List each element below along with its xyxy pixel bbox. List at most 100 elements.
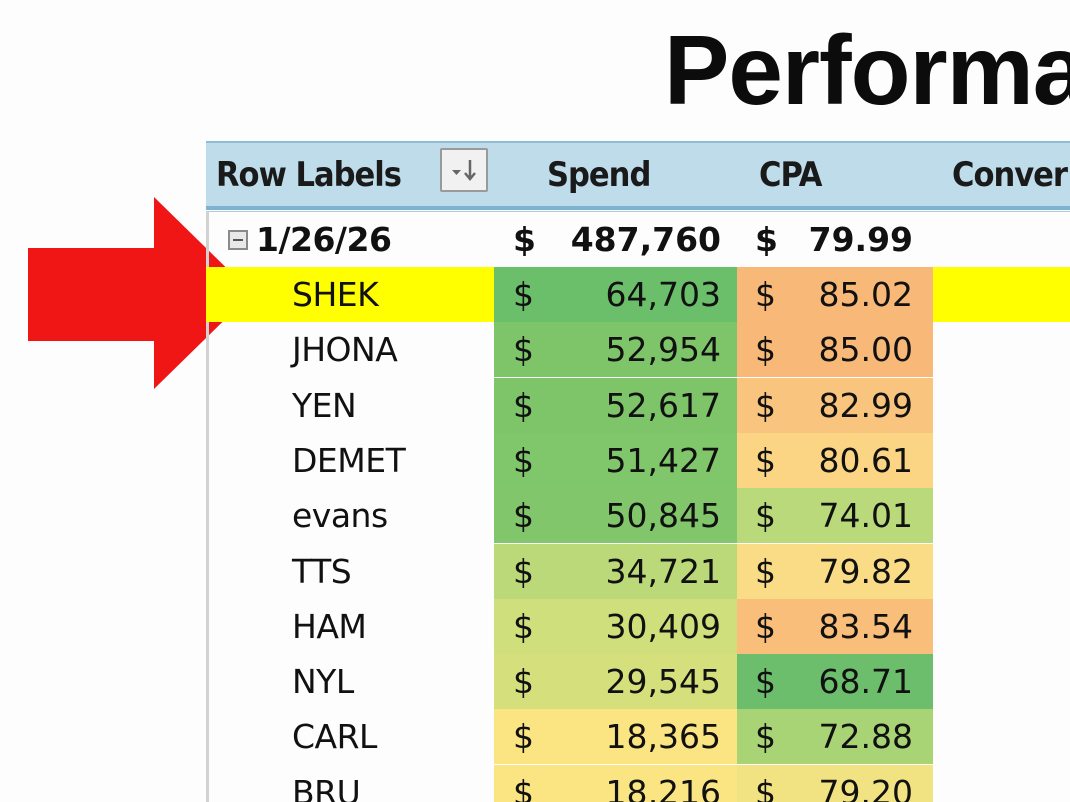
cpa-value: 72.88 — [818, 717, 913, 757]
spend-cell[interactable]: $51,427 — [494, 432, 737, 488]
table-row[interactable]: evans $50,845 $74.01 — [206, 488, 1070, 544]
cpa-cell[interactable]: $80.61 — [737, 432, 933, 488]
header-divider — [206, 206, 1070, 210]
spend-value: 51,427 — [605, 440, 721, 480]
cpa-value: 83.54 — [818, 606, 913, 646]
spend-cell[interactable]: $18,216 — [494, 764, 737, 802]
group-cpa-currency: $ — [755, 220, 778, 259]
spend-value: 50,845 — [605, 496, 721, 536]
cpa-cell[interactable]: $72.88 — [737, 709, 933, 765]
red-arrow-icon — [28, 197, 252, 389]
table-row[interactable]: SHEK $64,703 $85.02 — [206, 267, 1070, 322]
row-label: evans — [292, 496, 388, 536]
cpa-currency: $ — [755, 662, 776, 702]
group-row[interactable]: 1/26/26 $ 487,760 $ 79.99 — [206, 212, 1070, 267]
cpa-currency: $ — [755, 275, 776, 314]
spend-currency: $ — [513, 496, 534, 536]
spend-value: 52,617 — [605, 385, 721, 425]
cpa-cell[interactable]: $74.01 — [737, 488, 933, 544]
cpa-cell[interactable]: $85.02 — [737, 267, 933, 322]
cpa-currency: $ — [755, 717, 776, 757]
spend-value: 30,409 — [605, 606, 721, 646]
cpa-cell[interactable]: $68.71 — [737, 654, 933, 710]
header-conversions: Conver — [952, 155, 1068, 195]
cpa-value: 74.01 — [818, 496, 913, 536]
pivot-table: Row Labels Spend CPA Conver 1/26/26 $ 48… — [206, 141, 1070, 802]
cpa-currency: $ — [755, 551, 776, 591]
cpa-cell[interactable]: $83.54 — [737, 598, 933, 654]
spend-cell[interactable]: $30,409 — [494, 598, 737, 654]
row-label: DEMET — [292, 440, 406, 480]
row-label: BRU — [292, 772, 361, 802]
table-row[interactable]: JHONA $52,954 $85.00 — [206, 322, 1070, 378]
spend-value: 64,703 — [605, 275, 721, 314]
pivot-header: Row Labels Spend CPA Conver — [206, 141, 1070, 206]
header-spend: Spend — [547, 155, 651, 195]
spend-currency: $ — [513, 440, 534, 480]
spend-value: 52,954 — [605, 330, 721, 370]
spend-currency: $ — [513, 551, 534, 591]
cpa-currency: $ — [755, 496, 776, 536]
table-row[interactable]: YEN $52,617 $82.99 — [206, 377, 1070, 433]
cpa-value: 85.02 — [818, 275, 913, 314]
group-spend-value: 487,760 — [570, 220, 721, 259]
cpa-currency: $ — [755, 385, 776, 425]
cpa-cell[interactable]: $82.99 — [737, 377, 933, 433]
collapse-icon[interactable] — [228, 230, 248, 250]
cpa-cell[interactable]: $85.00 — [737, 322, 933, 378]
table-row[interactable]: BRU $18,216 $79.20 — [206, 764, 1070, 802]
spend-cell[interactable]: $52,954 — [494, 322, 737, 378]
cpa-cell[interactable]: $79.82 — [737, 543, 933, 599]
group-label: 1/26/26 — [256, 220, 392, 259]
table-row[interactable]: DEMET $51,427 $80.61 — [206, 432, 1070, 488]
header-row-labels: Row Labels — [216, 155, 402, 195]
row-label: TTS — [292, 551, 352, 591]
cpa-currency: $ — [755, 440, 776, 480]
sort-filter-icon — [452, 160, 476, 181]
row-label: HAM — [292, 606, 367, 646]
table-row[interactable]: TTS $34,721 $79.82 — [206, 543, 1070, 599]
cpa-value: 85.00 — [818, 330, 913, 370]
cpa-currency: $ — [755, 772, 776, 802]
cpa-cell[interactable]: $79.20 — [737, 764, 933, 802]
spend-value: 29,545 — [605, 662, 721, 702]
row-guide-line — [206, 211, 209, 802]
cpa-value: 68.71 — [818, 662, 913, 702]
spend-cell[interactable]: $50,845 — [494, 488, 737, 544]
row-label: NYL — [292, 662, 354, 702]
page-title: Performa — [664, 15, 1070, 125]
spend-currency: $ — [513, 717, 534, 757]
spend-value: 34,721 — [605, 551, 721, 591]
spend-cell[interactable]: $64,703 — [494, 267, 737, 322]
spend-cell[interactable]: $52,617 — [494, 377, 737, 433]
row-label: JHONA — [292, 330, 398, 370]
sort-filter-button[interactable] — [440, 148, 488, 192]
cpa-currency: $ — [755, 606, 776, 646]
spend-cell[interactable]: $18,365 — [494, 709, 737, 765]
cpa-value: 79.20 — [818, 772, 913, 802]
cpa-currency: $ — [755, 330, 776, 370]
row-label: SHEK — [292, 275, 379, 314]
table-row[interactable]: HAM $30,409 $83.54 — [206, 598, 1070, 654]
table-row[interactable]: CARL $18,365 $72.88 — [206, 709, 1070, 765]
spend-value: 18,216 — [605, 772, 721, 802]
header-cpa: CPA — [759, 155, 822, 195]
group-cpa-value: 79.99 — [808, 220, 913, 259]
spend-currency: $ — [513, 385, 534, 425]
spend-currency: $ — [513, 662, 534, 702]
spend-currency: $ — [513, 606, 534, 646]
cpa-value: 79.82 — [818, 551, 913, 591]
spend-value: 18,365 — [605, 717, 721, 757]
spend-cell[interactable]: $34,721 — [494, 543, 737, 599]
cpa-value: 82.99 — [818, 385, 913, 425]
group-spend-currency: $ — [513, 220, 536, 259]
spend-currency: $ — [513, 275, 534, 314]
spend-currency: $ — [513, 772, 534, 802]
row-label: YEN — [292, 385, 357, 425]
header-divider-2 — [206, 211, 1070, 212]
row-label: CARL — [292, 717, 377, 757]
spend-currency: $ — [513, 330, 534, 370]
spend-cell[interactable]: $29,545 — [494, 654, 737, 710]
cpa-value: 80.61 — [818, 440, 913, 480]
table-row[interactable]: NYL $29,545 $68.71 — [206, 654, 1070, 710]
